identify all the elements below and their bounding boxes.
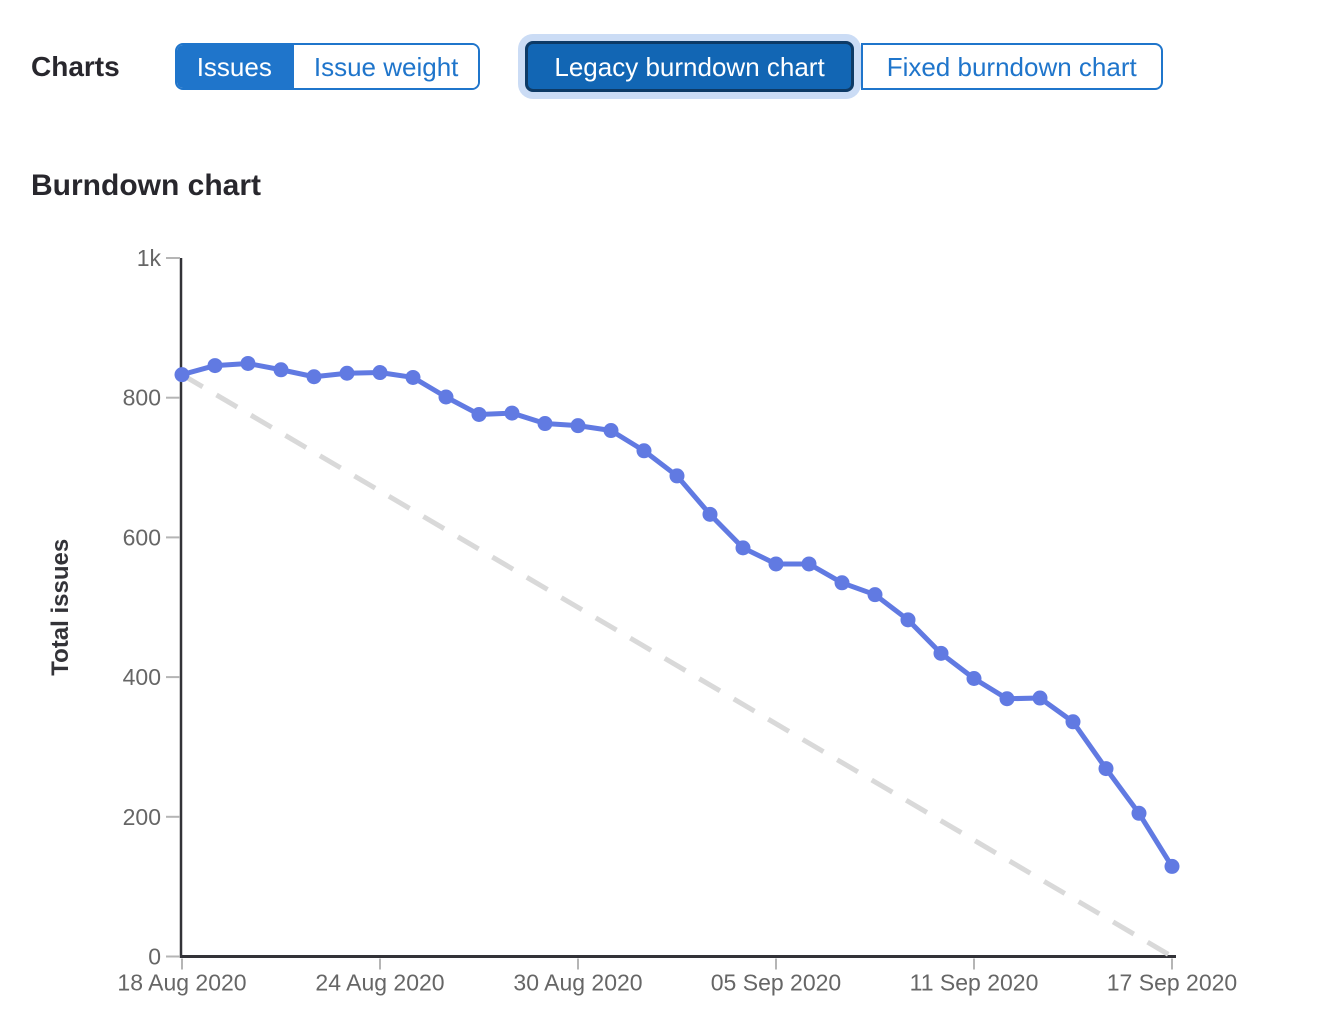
data-point[interactable] — [339, 365, 355, 381]
page-title: Burndown chart — [31, 169, 261, 202]
legacy-burndown-chart-button[interactable]: Legacy burndown chart — [525, 41, 854, 92]
data-point[interactable] — [669, 468, 685, 484]
metric-toggle-group: Issues Issue weight — [174, 43, 481, 90]
data-point[interactable] — [1098, 761, 1114, 777]
charts-header: Charts Issues Issue weight Legacy burndo… — [31, 41, 1326, 92]
data-point[interactable] — [537, 416, 553, 432]
data-point[interactable] — [1131, 805, 1147, 821]
x-tick-label: 24 Aug 2020 — [315, 970, 444, 996]
data-point[interactable] — [900, 612, 916, 628]
x-tick-label: 17 Sep 2020 — [1107, 970, 1237, 996]
data-point[interactable] — [1164, 858, 1180, 874]
x-tick-label: 11 Sep 2020 — [910, 970, 1039, 996]
y-tick-label: 1k — [137, 245, 162, 271]
data-point[interactable] — [207, 358, 223, 374]
data-point[interactable] — [702, 506, 718, 522]
data-point[interactable] — [933, 645, 949, 661]
data-point[interactable] — [471, 406, 487, 422]
ideal-guideline — [180, 372, 1174, 959]
burndown-page: Charts Issues Issue weight Legacy burndo… — [0, 41, 1326, 1028]
data-point[interactable] — [768, 556, 784, 572]
data-point[interactable] — [570, 418, 586, 434]
data-point[interactable] — [867, 587, 883, 603]
burndown-line — [179, 360, 1175, 869]
data-point[interactable] — [405, 369, 421, 385]
data-point[interactable] — [999, 691, 1015, 707]
data-point[interactable] — [438, 389, 454, 405]
x-tick-label: 30 Aug 2020 — [513, 970, 642, 996]
data-point[interactable] — [240, 355, 256, 371]
y-tick-label: 0 — [148, 944, 161, 970]
data-point[interactable] — [834, 575, 850, 591]
data-point[interactable] — [174, 367, 190, 383]
chart-type-toggle-group: Legacy burndown chart Fixed burndown cha… — [525, 41, 1163, 92]
data-point[interactable] — [1032, 690, 1048, 706]
x-tick-label: 05 Sep 2020 — [711, 970, 841, 996]
burndown-chart-svg: 0 200 400 600 800 1k 18 Aug 2020 24 Aug 2020 30 … — [47, 245, 1237, 996]
data-point[interactable] — [603, 423, 619, 439]
issue-weight-toggle-button[interactable]: Issue weight — [291, 45, 479, 88]
burndown-chart: 0 200 400 600 800 1k 18 Aug 2020 24 Aug 2020 30 … — [0, 228, 1326, 1028]
issues-toggle-button[interactable]: Issues — [176, 45, 292, 88]
data-point[interactable] — [504, 405, 520, 421]
y-tick-label: 400 — [123, 664, 161, 690]
y-tick-label: 200 — [123, 804, 161, 830]
data-point[interactable] — [735, 540, 751, 556]
fixed-burndown-chart-button[interactable]: Fixed burndown chart — [860, 43, 1163, 90]
y-tick-label: 600 — [123, 524, 161, 550]
y-tick-label: 800 — [123, 385, 161, 411]
data-point[interactable] — [306, 369, 322, 385]
x-tick-label: 18 Aug 2020 — [117, 970, 246, 996]
y-axis-title: Total issues — [47, 539, 74, 676]
data-point[interactable] — [1065, 714, 1081, 730]
data-point[interactable] — [273, 362, 289, 378]
charts-label: Charts — [31, 50, 120, 82]
data-point[interactable] — [372, 365, 388, 381]
data-point[interactable] — [801, 556, 817, 572]
data-point[interactable] — [966, 670, 982, 686]
data-point[interactable] — [636, 443, 652, 459]
